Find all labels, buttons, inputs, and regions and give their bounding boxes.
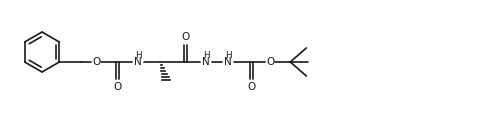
Text: O: O: [247, 82, 256, 92]
Text: H: H: [225, 51, 232, 60]
Text: N: N: [224, 57, 232, 67]
Text: O: O: [182, 32, 190, 42]
Text: O: O: [92, 57, 100, 67]
Text: N: N: [202, 57, 210, 67]
Text: O: O: [266, 57, 275, 67]
Text: N: N: [134, 57, 142, 67]
Text: H: H: [203, 51, 210, 60]
Text: O: O: [114, 82, 122, 92]
Text: H: H: [135, 51, 142, 60]
